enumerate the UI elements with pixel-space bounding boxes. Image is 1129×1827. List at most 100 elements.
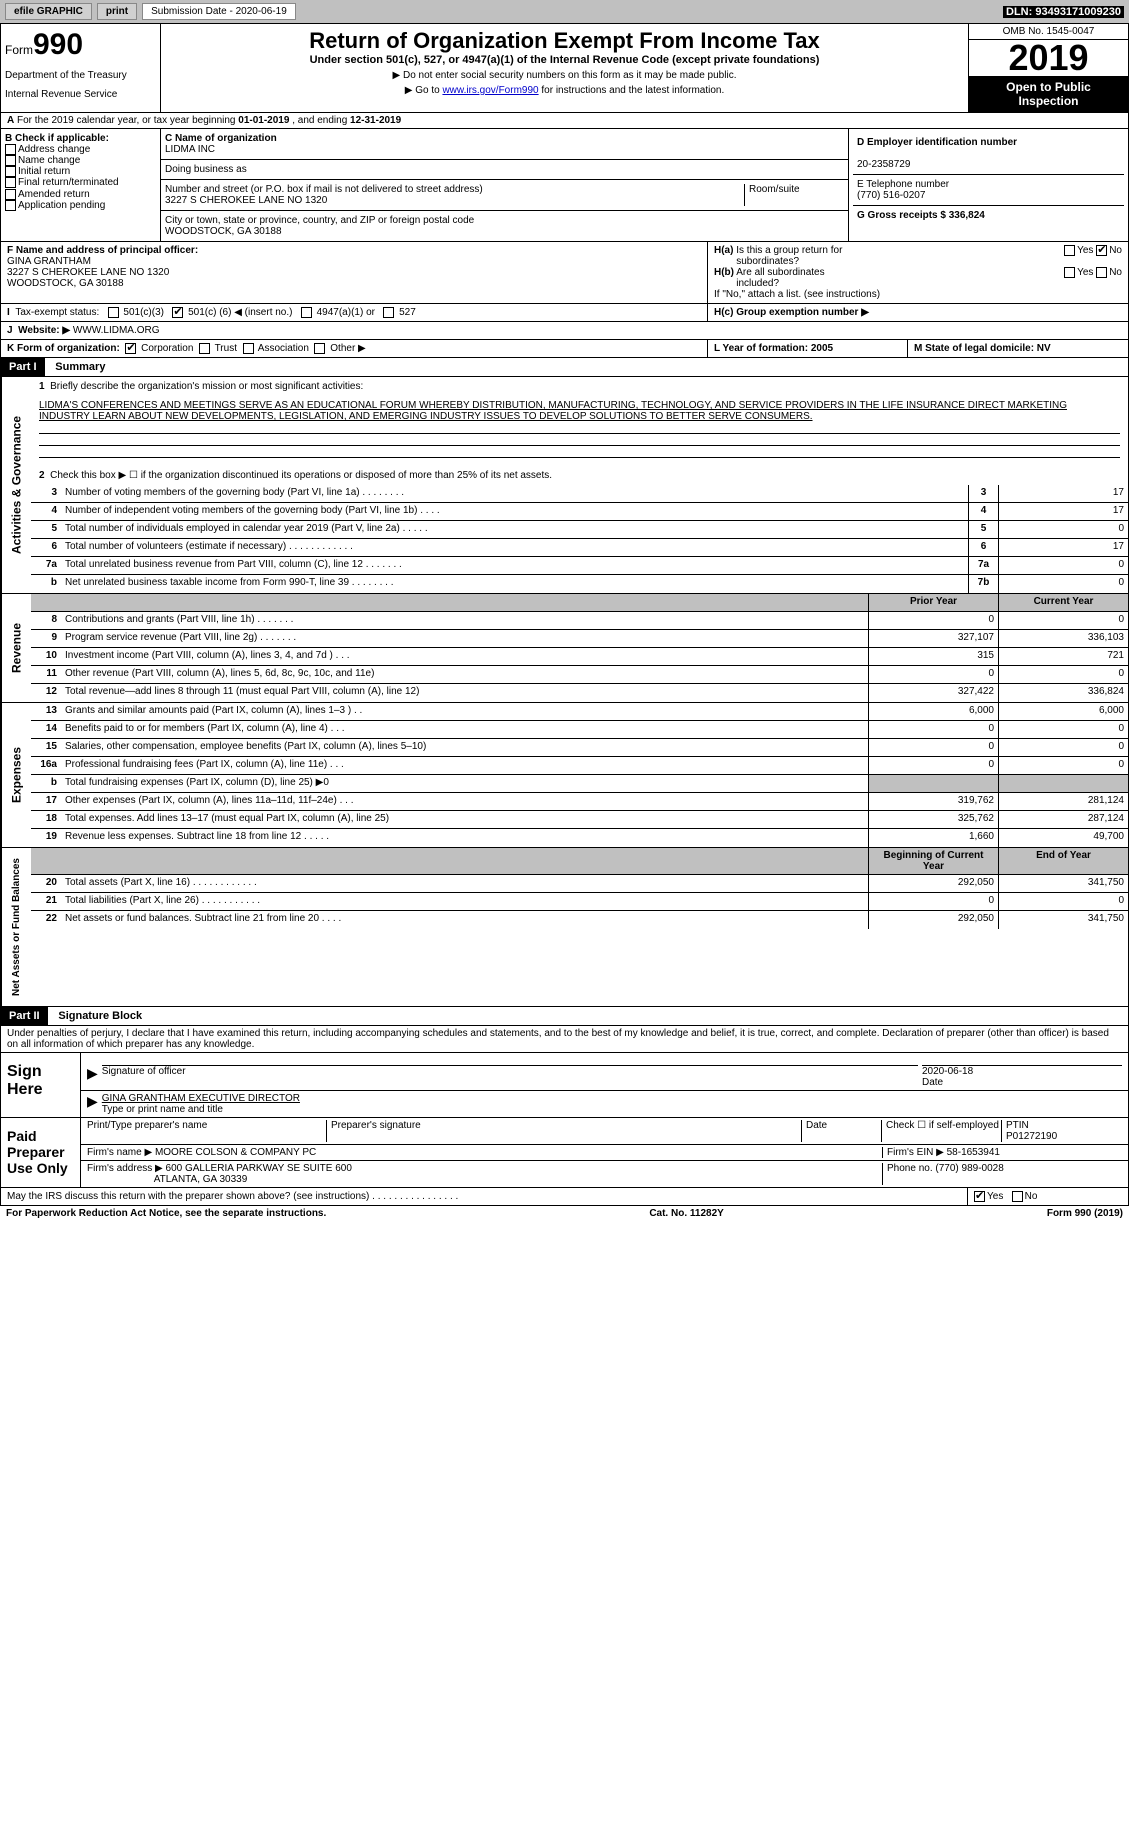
table-row: 12Total revenue—add lines 8 through 11 (… (31, 684, 1128, 702)
sig-officer-label: Signature of officer (102, 1066, 186, 1077)
hb-no[interactable] (1096, 267, 1107, 278)
q1: Briefly describe the organization's miss… (50, 381, 363, 392)
form-number: 990 (33, 28, 83, 61)
instruction-2: ▶ Go to www.irs.gov/Form990 for instruct… (165, 85, 964, 96)
end-year-header: End of Year (998, 848, 1128, 874)
arrow-icon: ▶ (87, 1065, 98, 1088)
check-other[interactable] (314, 343, 325, 354)
row-tax-exempt: I Tax-exempt status: 501(c)(3) 501(c) (6… (0, 304, 1129, 322)
table-row: 3Number of voting members of the governi… (31, 485, 1128, 503)
check-pending[interactable] (5, 200, 16, 211)
officer-addr2: WOODSTOCK, GA 30188 (7, 278, 124, 289)
check-501c3[interactable] (108, 307, 119, 318)
gross-receipts: G Gross receipts $ 336,824 (857, 210, 985, 221)
preparer-sig-label: Preparer's signature (327, 1120, 802, 1142)
firm-phone: (770) 989-0028 (935, 1163, 1003, 1174)
table-row: 15Salaries, other compensation, employee… (31, 739, 1128, 757)
check-501c[interactable] (172, 307, 183, 318)
c-label: C Name of organization (165, 133, 277, 144)
firm-addr2: ATLANTA, GA 30339 (154, 1174, 248, 1185)
check-527[interactable] (383, 307, 394, 318)
check-final[interactable] (5, 177, 16, 188)
hc-label: H(c) Group exemption number ▶ (714, 307, 869, 318)
netassets-label: Net Assets or Fund Balances (1, 848, 31, 1006)
addr-label: Number and street (or P.O. box if mail i… (165, 184, 483, 195)
begin-year-header: Beginning of Current Year (868, 848, 998, 874)
efile-button[interactable]: efile GRAPHIC (5, 3, 92, 20)
tax-year: 2019 (969, 40, 1128, 76)
discuss-no[interactable] (1012, 1191, 1023, 1202)
form-header: Form990 Department of the Treasury Inter… (0, 23, 1129, 113)
preparer-name-label: Print/Type preparer's name (87, 1120, 327, 1142)
firm-ein: 58-1653941 (947, 1147, 1000, 1158)
paid-preparer-section: Paid Preparer Use Only Print/Type prepar… (0, 1118, 1129, 1188)
expenses-label: Expenses (1, 703, 31, 847)
addr-value: 3227 S CHEROKEE LANE NO 1320 (165, 195, 327, 206)
city-label: City or town, state or province, country… (165, 215, 474, 226)
website-value: WWW.LIDMA.ORG (73, 325, 160, 336)
k-label: K Form of organization: (7, 343, 120, 354)
expenses-section: Expenses 13Grants and similar amounts pa… (0, 703, 1129, 848)
irs-link[interactable]: www.irs.gov/Form990 (442, 85, 538, 96)
ha-no[interactable] (1096, 245, 1107, 256)
table-row: 7aTotal unrelated business revenue from … (31, 557, 1128, 575)
discuss-yes[interactable] (974, 1191, 985, 1202)
table-row: bTotal fundraising expenses (Part IX, co… (31, 775, 1128, 793)
mission-statement: LIDMA'S CONFERENCES AND MEETINGS SERVE A… (31, 396, 1128, 426)
table-row: 18Total expenses. Add lines 13–17 (must … (31, 811, 1128, 829)
dba-label: Doing business as (165, 164, 247, 175)
table-row: 5Total number of individuals employed in… (31, 521, 1128, 539)
check-self-employed: Check ☐ if self-employed (882, 1120, 1002, 1142)
paid-preparer-label: Paid Preparer Use Only (1, 1118, 81, 1187)
q2: Check this box ▶ ☐ if the organization d… (50, 470, 552, 481)
activities-label: Activities & Governance (1, 377, 31, 593)
main-title: Return of Organization Exempt From Incom… (165, 28, 964, 54)
phone-label: E Telephone number (857, 179, 949, 190)
firm-addr1: 600 GALLERIA PARKWAY SE SUITE 600 (166, 1163, 352, 1174)
dept-irs: Internal Revenue Service (5, 89, 156, 100)
revenue-section: Revenue Prior Year Current Year 8Contrib… (0, 594, 1129, 703)
row-a: A For the 2019 calendar year, or tax yea… (0, 113, 1129, 129)
ein-value: 20-2358729 (857, 159, 910, 170)
table-row: 20Total assets (Part X, line 16) . . . .… (31, 875, 1128, 893)
netassets-section: Net Assets or Fund Balances Beginning of… (0, 848, 1129, 1007)
year-formation: L Year of formation: 2005 (714, 343, 833, 354)
declaration-text: Under penalties of perjury, I declare th… (0, 1026, 1129, 1053)
org-name: LIDMA INC (165, 144, 215, 155)
phone-value: (770) 516-0207 (857, 190, 925, 201)
hb-yes[interactable] (1064, 267, 1075, 278)
check-name[interactable] (5, 155, 16, 166)
arrow-icon: ▶ (87, 1093, 98, 1115)
check-initial[interactable] (5, 166, 16, 177)
table-row: 6Total number of volunteers (estimate if… (31, 539, 1128, 557)
officer-addr1: 3227 S CHEROKEE LANE NO 1320 (7, 267, 169, 278)
table-row: 10Investment income (Part VIII, column (… (31, 648, 1128, 666)
table-row: 17Other expenses (Part IX, column (A), l… (31, 793, 1128, 811)
check-assoc[interactable] (243, 343, 254, 354)
table-row: 13Grants and similar amounts paid (Part … (31, 703, 1128, 721)
ptin-value: P01272190 (1006, 1131, 1057, 1142)
revenue-label: Revenue (1, 594, 31, 702)
table-row: 21Total liabilities (Part X, line 26) . … (31, 893, 1128, 911)
print-button[interactable]: print (97, 3, 137, 20)
row-website: J Website: ▶ WWW.LIDMA.ORG (0, 322, 1129, 340)
check-corp[interactable] (125, 343, 136, 354)
table-row: 11Other revenue (Part VIII, column (A), … (31, 666, 1128, 684)
sig-date: 2020-06-18 (922, 1066, 973, 1077)
check-amended[interactable] (5, 189, 16, 200)
ein-label: D Employer identification number (857, 137, 1017, 148)
subtitle: Under section 501(c), 527, or 4947(a)(1)… (165, 54, 964, 66)
check-trust[interactable] (199, 343, 210, 354)
open-inspection: Open to PublicInspection (969, 76, 1128, 112)
check-4947[interactable] (301, 307, 312, 318)
check-address[interactable] (5, 144, 16, 155)
sign-here-label: Sign Here (1, 1053, 81, 1117)
sign-here-section: Sign Here ▶ Signature of officer 2020-06… (0, 1053, 1129, 1118)
ha-yes[interactable] (1064, 245, 1075, 256)
dln-value: DLN: 93493171009230 (1003, 6, 1124, 18)
prior-year-header: Prior Year (868, 594, 998, 611)
firm-name: MOORE COLSON & COMPANY PC (155, 1147, 316, 1158)
page-footer: For Paperwork Reduction Act Notice, see … (0, 1206, 1129, 1221)
part1-header: Part I Summary (0, 358, 1129, 377)
table-row: 19Revenue less expenses. Subtract line 1… (31, 829, 1128, 847)
